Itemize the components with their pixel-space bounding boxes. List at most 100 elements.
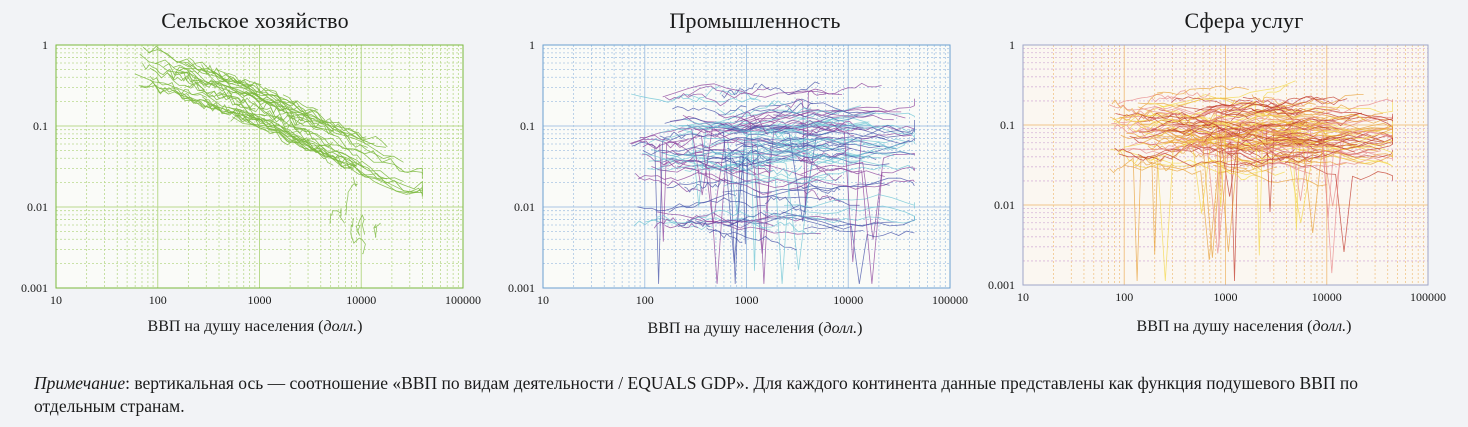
data-line bbox=[1133, 158, 1312, 169]
data-line bbox=[264, 90, 367, 139]
note-label: Примечание bbox=[34, 373, 126, 393]
data-line bbox=[677, 220, 710, 228]
data-line bbox=[637, 192, 736, 212]
x-axis-label-text: ВВП на душу населения ( bbox=[147, 318, 324, 335]
data-line bbox=[664, 117, 808, 137]
data-line bbox=[791, 124, 905, 152]
data-line bbox=[1240, 139, 1393, 151]
x-axis-unit: долл. bbox=[1312, 318, 1347, 335]
data-line bbox=[687, 121, 870, 134]
x-axis-label-text: ВВП на душу населения ( bbox=[1136, 318, 1313, 335]
data-line bbox=[718, 114, 823, 127]
data-line bbox=[642, 143, 828, 161]
data-line bbox=[142, 45, 262, 87]
data-line bbox=[1157, 127, 1210, 145]
y-tick-label: 0.01 bbox=[27, 200, 48, 214]
y-tick-label: 0.1 bbox=[1000, 118, 1015, 132]
data-line bbox=[694, 216, 864, 233]
data-line bbox=[1284, 161, 1394, 253]
data-line bbox=[633, 217, 714, 231]
y-tick-label: 0.001 bbox=[508, 281, 535, 295]
data-line bbox=[1251, 94, 1288, 110]
x-tick-label: 10000 bbox=[1312, 290, 1342, 304]
data-line bbox=[173, 64, 294, 114]
x-tick-label: 100000 bbox=[1410, 290, 1446, 304]
data-line bbox=[696, 105, 781, 138]
y-tick-label: 1 bbox=[42, 38, 48, 52]
plot-frame bbox=[55, 44, 464, 289]
data-line bbox=[1246, 149, 1290, 162]
data-line bbox=[719, 88, 761, 101]
data-line bbox=[734, 165, 831, 284]
data-line bbox=[757, 162, 803, 177]
chart-plot-industry: 10 100 1000 10000 100000 1 0.1 0.01 0.001 bbox=[508, 38, 968, 307]
data-line bbox=[1232, 156, 1347, 166]
chart-plot-agriculture: 10 100 1000 10000 100000 1 0.1 0.01 0.001 bbox=[21, 38, 481, 307]
data-line bbox=[1109, 156, 1165, 282]
y-tick-label: 0.001 bbox=[21, 281, 48, 295]
data-line bbox=[1287, 132, 1394, 141]
data-line bbox=[662, 83, 843, 98]
data-line bbox=[1108, 104, 1172, 116]
data-line bbox=[668, 197, 766, 213]
x-tick-label: 100 bbox=[636, 293, 654, 307]
data-line bbox=[672, 105, 747, 116]
data-line bbox=[727, 98, 877, 121]
data-line bbox=[185, 83, 261, 113]
data-line bbox=[1230, 106, 1341, 128]
data-line bbox=[811, 120, 915, 139]
data-series bbox=[135, 45, 423, 255]
data-line bbox=[135, 73, 309, 145]
data-line bbox=[244, 92, 392, 160]
data-line bbox=[1113, 109, 1176, 127]
data-line bbox=[648, 122, 749, 207]
chart-panel-services: Сфера услуг 10 100 1000 10000 100000 1 0.1 0.01… bbox=[980, 0, 1468, 345]
data-line bbox=[721, 83, 758, 99]
data-line bbox=[345, 176, 359, 216]
data-line bbox=[758, 164, 915, 182]
y-tick-label: 0.01 bbox=[514, 200, 535, 214]
data-line bbox=[1151, 90, 1210, 103]
data-line bbox=[373, 222, 381, 238]
plot-frame bbox=[1022, 44, 1429, 286]
plot-frame bbox=[542, 44, 951, 289]
data-line bbox=[166, 72, 233, 100]
y-tick-label: 0.01 bbox=[994, 198, 1015, 212]
data-line bbox=[282, 94, 388, 148]
data-line bbox=[753, 221, 816, 235]
data-line bbox=[1138, 107, 1327, 123]
data-line bbox=[1120, 92, 1164, 121]
y-tick-label: 1 bbox=[529, 38, 535, 52]
data-line bbox=[771, 138, 896, 150]
data-line bbox=[1137, 152, 1265, 167]
data-line bbox=[176, 61, 369, 143]
data-line bbox=[1170, 96, 1251, 107]
data-line bbox=[656, 211, 821, 235]
x-tick-label: 10 bbox=[1017, 290, 1029, 304]
data-line bbox=[661, 161, 774, 284]
data-line bbox=[1194, 96, 1326, 113]
data-line bbox=[709, 229, 797, 251]
data-line bbox=[1175, 139, 1317, 163]
data-line bbox=[748, 110, 894, 124]
data-line bbox=[1248, 146, 1394, 158]
data-line bbox=[683, 150, 751, 170]
data-line bbox=[1111, 99, 1153, 120]
data-line bbox=[230, 97, 304, 127]
data-line bbox=[1129, 129, 1239, 139]
data-series bbox=[629, 81, 915, 284]
data-line bbox=[350, 217, 366, 255]
x-tick-label: 10 bbox=[50, 293, 62, 307]
data-line bbox=[1137, 97, 1316, 109]
data-line bbox=[1160, 137, 1221, 150]
data-line bbox=[754, 177, 915, 198]
data-line bbox=[1175, 108, 1323, 122]
data-line bbox=[631, 131, 686, 284]
data-line bbox=[1159, 104, 1209, 122]
data-line bbox=[800, 153, 915, 240]
data-line bbox=[1115, 107, 1269, 119]
data-line bbox=[155, 59, 334, 132]
data-line bbox=[1223, 118, 1378, 201]
data-line bbox=[1263, 129, 1393, 274]
data-line bbox=[651, 166, 772, 195]
